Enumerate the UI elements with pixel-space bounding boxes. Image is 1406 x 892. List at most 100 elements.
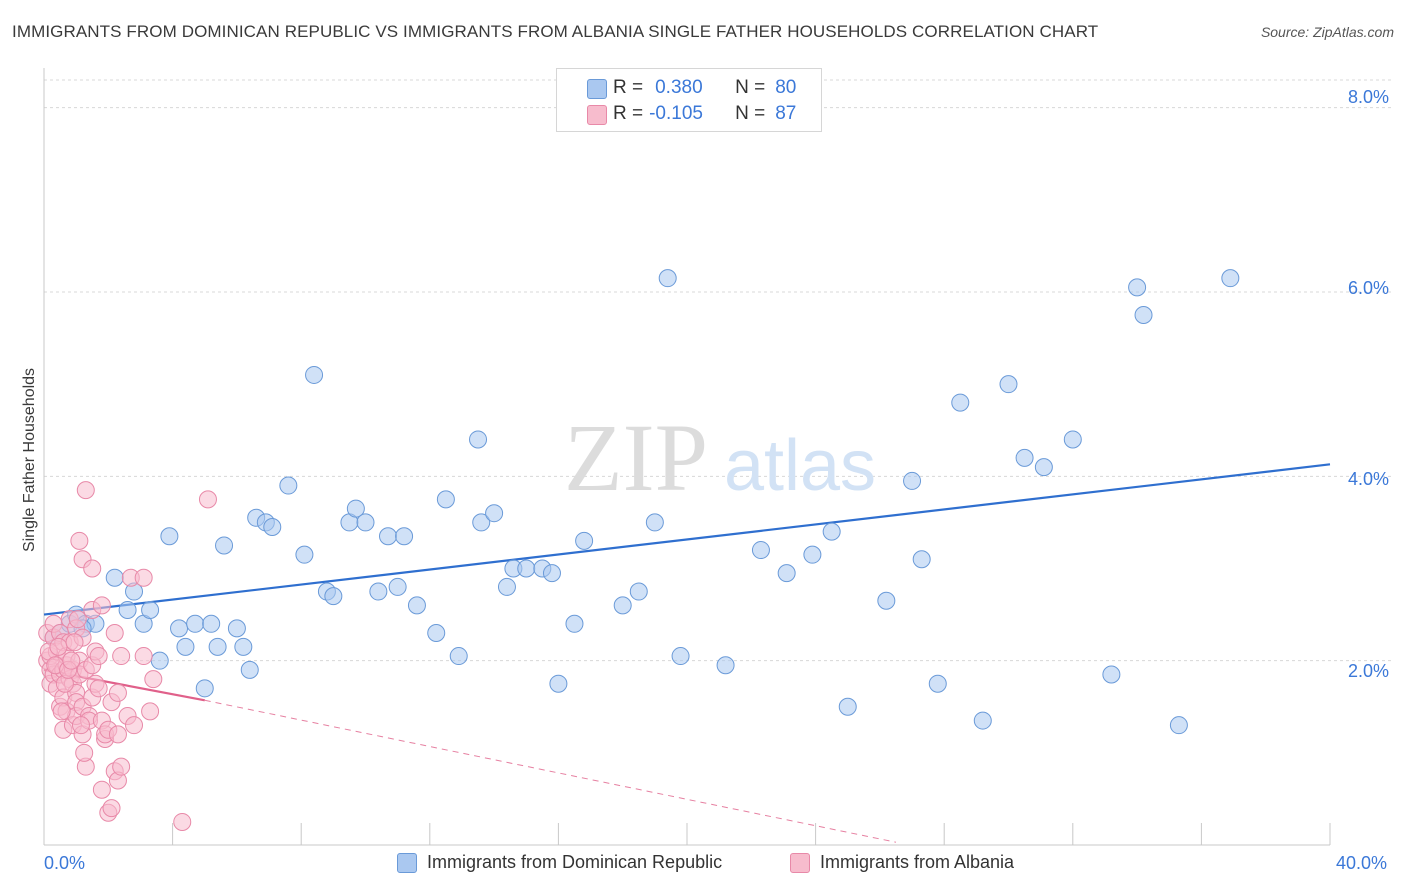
point-albania <box>112 647 131 666</box>
point-dominican <box>629 582 648 601</box>
point-albania <box>89 679 108 698</box>
point-dominican <box>542 564 561 583</box>
point-albania <box>92 780 111 799</box>
legend-item-albania: Immigrants from Albania <box>790 852 1014 873</box>
watermark: ZIP atlas <box>564 404 876 511</box>
point-dominican <box>903 471 922 490</box>
point-dominican <box>951 393 970 412</box>
point-dominican <box>141 600 160 619</box>
point-dominican <box>565 614 584 633</box>
point-dominican <box>999 375 1018 394</box>
point-dominican <box>150 651 169 670</box>
point-dominican <box>575 531 594 550</box>
point-dominican <box>186 614 205 633</box>
point-albania <box>102 799 121 818</box>
point-dominican <box>1102 665 1121 684</box>
point-dominican <box>388 577 407 596</box>
point-dominican <box>613 596 632 615</box>
point-dominican <box>407 596 426 615</box>
point-dominican <box>469 430 488 449</box>
y-tick-8: 8.0% <box>1348 87 1390 107</box>
legend-n-value: 87 <box>775 103 797 124</box>
trend-line-dominican <box>43 463 1331 616</box>
point-dominican <box>356 513 375 532</box>
x-tick-min: 0.0% <box>44 853 86 873</box>
point-dominican <box>105 568 124 587</box>
point-dominican <box>777 564 796 583</box>
point-dominican <box>305 365 324 384</box>
point-albania <box>83 559 102 578</box>
point-albania <box>76 481 95 500</box>
point-dominican <box>485 504 504 523</box>
legend-swatch-pink <box>587 105 607 125</box>
point-dominican <box>379 527 398 546</box>
point-dominican <box>1221 269 1240 288</box>
point-albania <box>70 531 89 550</box>
point-dominican <box>645 513 664 532</box>
point-dominican <box>369 582 388 601</box>
point-dominican <box>202 614 221 633</box>
point-albania <box>125 716 144 735</box>
point-dominican <box>118 600 137 619</box>
legend-n-value: 80 <box>775 77 797 98</box>
point-dominican <box>208 637 227 656</box>
watermark-atlas: atlas <box>724 426 876 506</box>
point-dominican <box>912 550 931 569</box>
legend-swatch-pink <box>790 852 810 873</box>
point-albania <box>62 651 81 670</box>
gridlines <box>44 79 1392 662</box>
point-albania <box>173 812 192 831</box>
trend-line-albania-extrapolated <box>204 699 897 843</box>
legend-swatch-blue <box>587 79 607 99</box>
data-points <box>38 269 1240 831</box>
legend-label-dominican: Immigrants from Dominican Republic <box>427 852 723 872</box>
point-albania <box>144 670 163 689</box>
legend-n-label: N = <box>735 77 766 98</box>
point-dominican <box>497 577 516 596</box>
point-dominican <box>472 513 491 532</box>
point-dominican <box>279 476 298 495</box>
point-albania <box>112 757 131 776</box>
point-dominican <box>227 619 246 638</box>
point-dominican <box>195 679 214 698</box>
point-dominican <box>1169 716 1188 735</box>
legend-row-dominican: R = 0.380 N = 80 <box>587 77 797 99</box>
point-albania <box>92 596 111 615</box>
legend-item-dominican: Immigrants from Dominican Republic <box>397 852 722 873</box>
point-albania <box>141 702 160 721</box>
legend-r-value: -0.105 <box>649 103 703 124</box>
point-dominican <box>324 587 343 606</box>
chart-title: IMMIGRANTS FROM DOMINICAN REPUBLIC VS IM… <box>12 22 1099 41</box>
legend-swatch-blue <box>397 852 417 873</box>
point-dominican <box>838 697 857 716</box>
point-dominican <box>928 674 947 693</box>
watermark-zip: ZIP <box>564 404 708 511</box>
point-dominican <box>751 541 770 560</box>
legend-r-label: R = <box>613 103 644 124</box>
legend-label-albania: Immigrants from Albania <box>820 852 1015 872</box>
point-dominican <box>1128 278 1147 297</box>
point-dominican <box>803 545 822 564</box>
point-albania <box>134 647 153 666</box>
point-dominican <box>822 522 841 541</box>
point-dominican <box>176 637 195 656</box>
point-dominican <box>517 559 536 578</box>
point-dominican <box>263 518 282 537</box>
point-dominican <box>427 624 446 643</box>
point-dominican <box>395 527 414 546</box>
point-dominican <box>671 647 690 666</box>
legend-r-value: 0.380 <box>655 77 703 98</box>
point-albania <box>65 633 84 652</box>
point-albania <box>89 647 108 666</box>
axes <box>43 68 1331 846</box>
point-albania <box>108 683 127 702</box>
point-dominican <box>170 619 189 638</box>
point-dominican <box>877 591 896 610</box>
point-albania <box>68 610 87 629</box>
point-albania <box>108 725 127 744</box>
point-dominican <box>295 545 314 564</box>
point-dominican <box>1063 430 1082 449</box>
point-dominican <box>1134 306 1153 325</box>
y-tick-2: 2.0% <box>1348 661 1390 681</box>
point-dominican <box>215 536 234 555</box>
